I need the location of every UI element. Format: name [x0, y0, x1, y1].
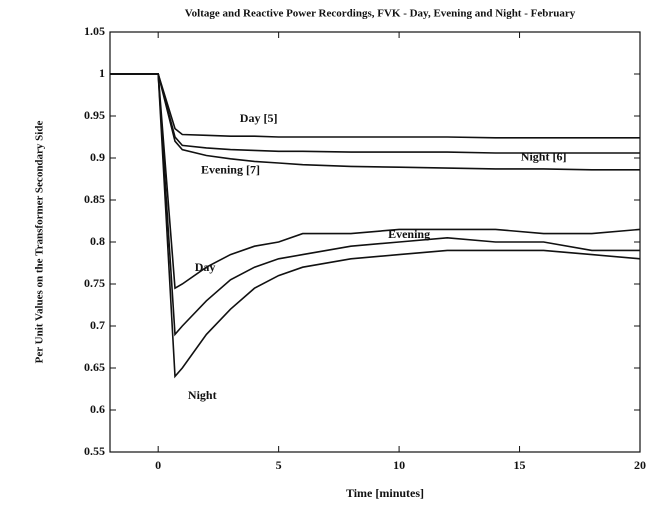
x-axis-label: Time [minutes] — [346, 486, 424, 500]
series-label: Night [6] — [521, 150, 567, 164]
series-line — [110, 73, 640, 154]
series-label: Day [5] — [240, 111, 278, 125]
series-label: Evening — [388, 227, 430, 241]
series-label: Day — [195, 260, 216, 274]
x-tick-label: 20 — [634, 458, 646, 472]
series-line — [110, 73, 640, 171]
x-tick-label: 0 — [155, 458, 161, 472]
series-line — [110, 73, 641, 379]
x-tick-label: 10 — [393, 458, 405, 472]
series-label: Evening [7] — [201, 163, 260, 177]
y-tick-label: 0.95 — [84, 108, 105, 122]
y-tick-label: 0.6 — [90, 402, 105, 416]
y-tick-label: 0.55 — [84, 444, 105, 458]
y-tick-label: 0.85 — [84, 192, 105, 206]
chart-title: Voltage and Reactive Power Recordings, F… — [185, 8, 576, 20]
series-label: Night — [188, 388, 217, 402]
y-tick-label: 0.75 — [84, 276, 105, 290]
y-tick-label: 1.05 — [84, 24, 105, 38]
series-line — [110, 73, 640, 337]
x-tick-label: 5 — [276, 458, 282, 472]
y-tick-label: 0.65 — [84, 360, 105, 374]
series-line — [110, 73, 640, 139]
y-tick-label: 1 — [99, 66, 105, 80]
x-tick-label: 15 — [514, 458, 526, 472]
y-tick-label: 0.7 — [90, 318, 105, 332]
series-line — [110, 73, 641, 290]
y-tick-label: 0.9 — [90, 150, 105, 164]
y-axis-label: Per Unit Values on the Transformer Secon… — [34, 121, 46, 364]
y-tick-label: 0.8 — [90, 234, 105, 248]
